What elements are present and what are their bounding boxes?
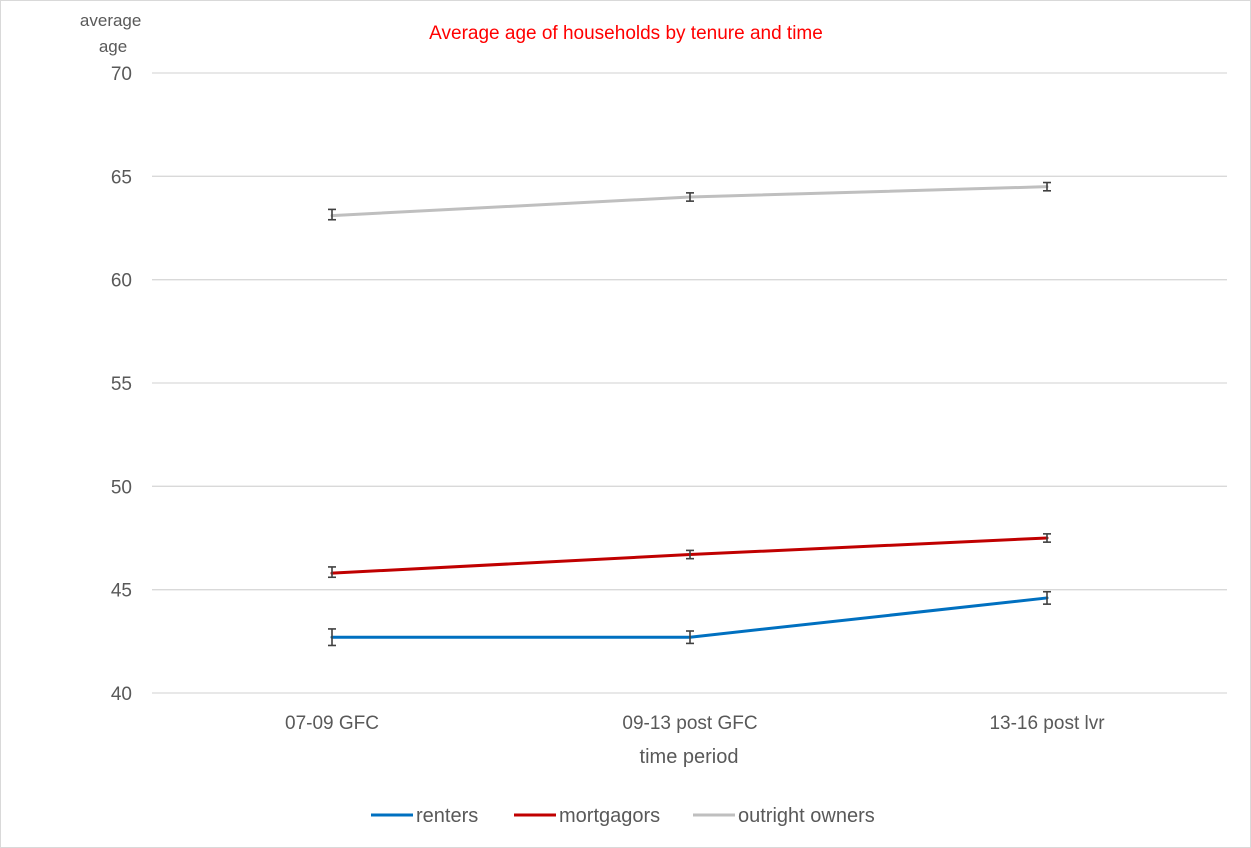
- y-tick-label-70: 70: [111, 64, 132, 85]
- error-bar-3-3: [1043, 181, 1051, 192]
- y-tick-label-40: 40: [111, 684, 132, 705]
- y-axis-ticks: 40 45 50 55 60 65 70: [111, 64, 132, 705]
- error-bar-2-1: [328, 566, 336, 579]
- y-tick-label-45: 45: [111, 581, 132, 602]
- x-tick-label-2: 09-13 post GFC: [622, 713, 757, 734]
- legend-label-3: outright owners: [738, 805, 875, 827]
- legend-label-2: mortgagors: [559, 805, 660, 827]
- x-axis-label: time period: [640, 746, 739, 768]
- y-axis-label-line-1: average: [80, 11, 141, 30]
- error-bars: [328, 181, 1051, 647]
- y-tick-label-50: 50: [111, 477, 132, 498]
- error-bar-3-2: [686, 192, 694, 202]
- y-axis-label: average age: [80, 11, 146, 56]
- x-axis-ticks: 07-09 GFC 09-13 post GFC 13-16 post lvr: [285, 713, 1105, 734]
- y-tick-label-60: 60: [111, 271, 132, 292]
- gridlines: [152, 72, 1227, 694]
- x-tick-label-3: 13-16 post lvr: [989, 713, 1105, 734]
- chart-title: Average age of households by tenure and …: [429, 23, 823, 44]
- y-tick-label-55: 55: [111, 374, 132, 395]
- error-bar-2-3: [1043, 533, 1051, 543]
- y-axis-label-line-2: age: [99, 37, 127, 56]
- series-lines: [330, 185, 1049, 639]
- error-bar-3-1: [328, 208, 336, 221]
- error-bar-1-3: [1043, 590, 1051, 605]
- error-bar-1-2: [686, 630, 694, 645]
- x-tick-label-1: 07-09 GFC: [285, 713, 379, 734]
- legend: renters mortgagors outright owners: [371, 805, 875, 827]
- error-bar-1-1: [328, 628, 336, 647]
- y-tick-label-65: 65: [111, 167, 132, 188]
- error-bar-2-2: [686, 549, 694, 560]
- legend-label-1: renters: [416, 805, 478, 827]
